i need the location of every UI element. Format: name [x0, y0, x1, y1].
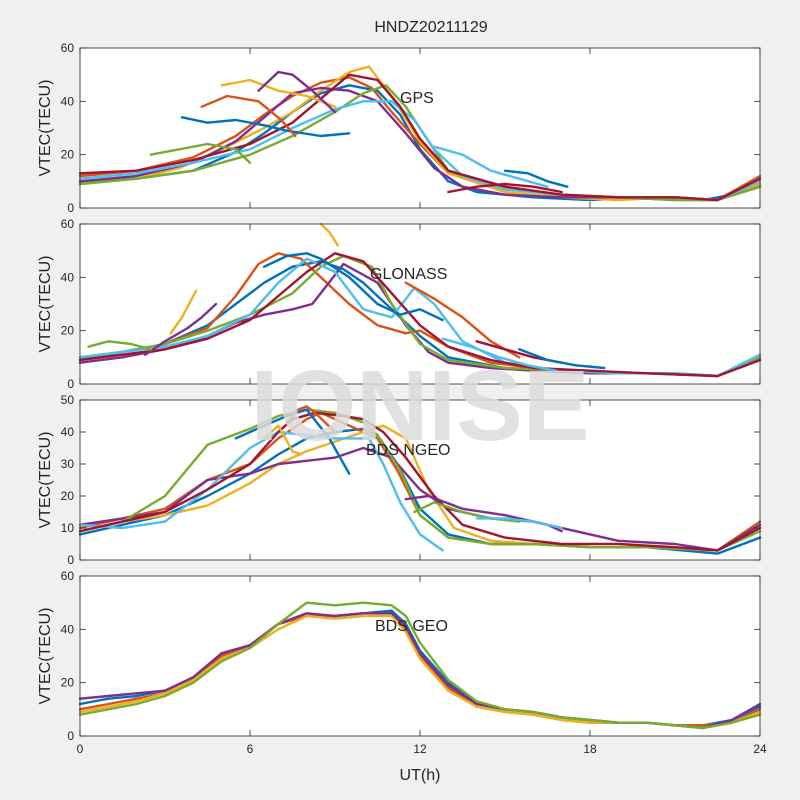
x-tick-label: 12: [413, 742, 427, 756]
y-tick-label: 0: [67, 729, 74, 743]
panel-1: 0 20 40 60 VTEC(TECU) GPS: [37, 41, 762, 215]
watermark: IONISE: [251, 350, 590, 462]
y-tick-label: 20: [61, 324, 75, 338]
y-tick-label: 40: [61, 270, 75, 284]
series-line-2-7: [78, 252, 762, 378]
series-line-2-9: [404, 281, 521, 359]
series-line-3-5: [78, 408, 762, 552]
plot-area-2: [80, 224, 760, 384]
series-line-1-8: [180, 116, 351, 138]
series-line-2-13: [441, 337, 558, 372]
panel-label-3: BDS NGEO: [366, 442, 450, 459]
panel-label-4: BDS GEO: [375, 618, 448, 635]
x-axis-label: UT(h): [400, 767, 441, 784]
series-line-2-11: [144, 302, 218, 356]
series-line-1-15: [503, 169, 569, 188]
y-axis-label-4: VTEC(TECU): [37, 608, 54, 705]
chart-title: HNDZ20211129: [374, 19, 487, 36]
y-tick-label: 0: [67, 377, 74, 391]
series-line-2-8: [263, 252, 444, 322]
y-axis-label-1: VTEC(TECU): [37, 80, 54, 177]
y-tick-label: 20: [61, 676, 75, 690]
series-line-1-14: [447, 182, 563, 194]
panel-2: 0 20 40 60 VTEC(TECU) GLONASS: [37, 217, 762, 391]
series-line-4-5: [78, 601, 762, 730]
series-line-1-11: [257, 70, 337, 114]
y-tick-label: 60: [61, 217, 75, 231]
x-tick-label: 6: [247, 742, 254, 756]
y-tick-label: 60: [61, 41, 75, 55]
y-axis-label-2: VTEC(TECU): [37, 256, 54, 353]
series-line-2-6: [78, 257, 762, 378]
series-line-2-15: [518, 348, 606, 370]
series-line-3-9: [285, 405, 337, 434]
y-tick-label: 40: [61, 622, 75, 636]
y-tick-label: 40: [61, 94, 75, 108]
y-tick-label: 50: [61, 393, 75, 407]
y-axis-label-3: VTEC(TECU): [37, 432, 54, 529]
series-line-2-10: [169, 289, 198, 335]
y-tick-label: 20: [61, 148, 75, 162]
series-line-2-12: [87, 340, 152, 351]
series-line-3-10: [263, 424, 303, 456]
series-line-3-7: [78, 411, 762, 552]
y-tick-label: 0: [67, 201, 74, 215]
y-tick-label: 20: [61, 489, 75, 503]
series-line-1-13: [433, 145, 549, 188]
y-tick-label: 30: [61, 457, 75, 471]
x-tick-label: 18: [583, 742, 597, 756]
panel-3: 0 10 20 30 40 50 VTEC(TECU) BDS NGEO: [37, 393, 762, 567]
x-tick-label: 0: [77, 742, 84, 756]
x-tick-label: 24: [753, 742, 767, 756]
series-line-3-13: [475, 517, 563, 530]
series-line-3-6: [78, 430, 444, 552]
panel-label-2: GLONASS: [370, 266, 447, 283]
series-line-1-12: [149, 142, 252, 164]
series-line-2-3: [319, 222, 339, 247]
panel-4: 0 20 40 60 0 6 12 18 24 VTEC(TECU) BDS GEO: [37, 569, 767, 756]
series-line-1-9: [200, 94, 297, 138]
y-tick-label: 60: [61, 569, 75, 583]
y-tick-label: 0: [67, 553, 74, 567]
y-tick-label: 10: [61, 521, 75, 535]
panel-label-1: GPS: [400, 90, 434, 107]
series-line-1-10: [220, 78, 337, 108]
y-tick-label: 40: [61, 425, 75, 439]
